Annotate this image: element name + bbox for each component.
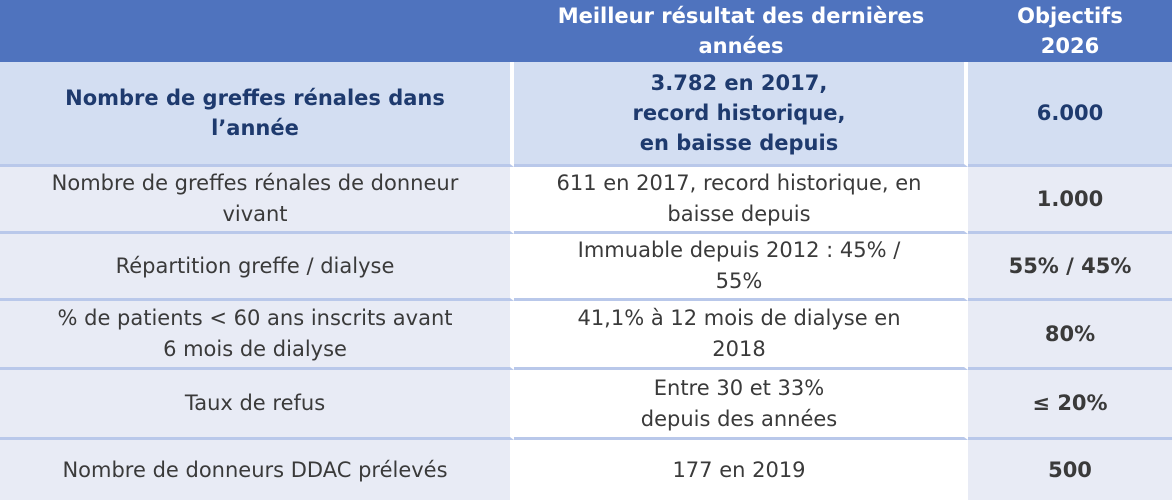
header-best-result-text: Meilleur résultat des dernières années [557,4,925,58]
table-row-target: 6.000 [968,62,1172,167]
table-row-result: Immuable depuis 2012 : 45% / 55% [514,234,968,301]
table-row-label: Nombre de donneurs DDAC prélevés [0,440,514,500]
header-cell-objectives: Objectifs 2026 [968,0,1172,62]
header-cell-best-result: Meilleur résultat des dernières années [514,0,968,62]
table-row-result: 41,1% à 12 mois de dialyse en 2018 [514,301,968,370]
table-row-label: Nombre de greffes rénales dans l’année [0,62,514,167]
table-row-result: 3.782 en 2017, record historique, en bai… [514,62,968,167]
table-row-label: % de patients < 60 ans inscrits avant 6 … [0,301,514,370]
table-row-target: ≤ 20% [968,370,1172,440]
header-objectives-text: Objectifs 2026 [1017,4,1123,58]
table-row-label: Répartition greffe / dialyse [0,234,514,301]
table-row-label: Nombre de greffes rénales de donneur viv… [0,167,514,234]
table-row-target: 500 [968,440,1172,500]
table-row-target: 1.000 [968,167,1172,234]
table-row-label: Taux de refus [0,370,514,440]
table-row-target: 55% / 45% [968,234,1172,301]
table-row-result: Entre 30 et 33% depuis des années [514,370,968,440]
table-row-target: 80% [968,301,1172,370]
table-row-result: 177 en 2019 [514,440,968,500]
table-row-result: 611 en 2017, record historique, en baiss… [514,167,968,234]
header-cell-label [0,0,514,62]
